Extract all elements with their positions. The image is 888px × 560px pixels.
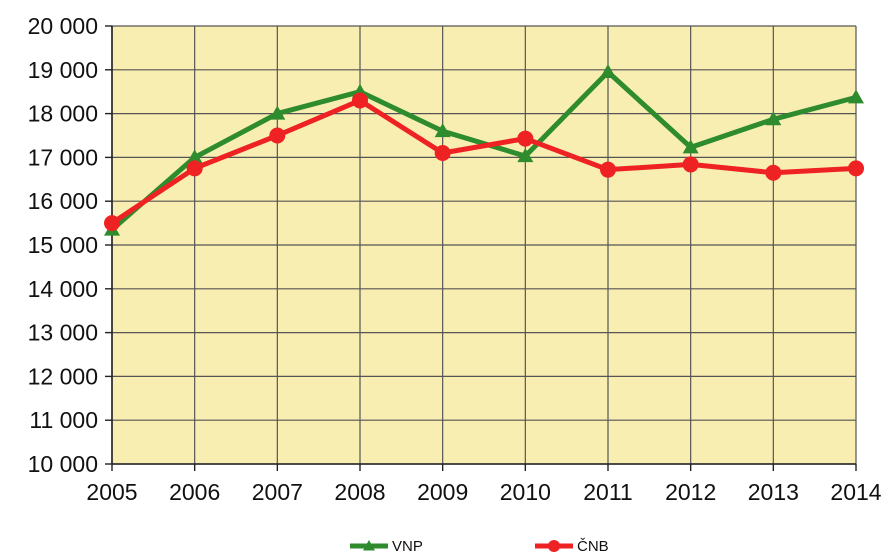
data-point-circle (682, 156, 699, 173)
y-tick-label: 13 000 (28, 320, 98, 346)
x-tick-label: 2014 (830, 479, 881, 505)
series--nb (104, 92, 864, 232)
x-tick-label: 2005 (86, 479, 137, 505)
data-point-triangle (269, 105, 286, 120)
series-group (104, 63, 864, 236)
legend-marker-circle (548, 540, 560, 552)
y-tick-label: 16 000 (28, 188, 98, 214)
data-point-triangle (848, 89, 864, 104)
data-point-triangle (186, 149, 203, 164)
series-line (109, 97, 859, 226)
y-tick-label: 19 000 (28, 57, 98, 83)
data-point-circle (352, 92, 368, 109)
x-tick-label: 2012 (665, 479, 716, 505)
x-tick-label: 2013 (748, 479, 799, 505)
legend: VNP ČNB (350, 538, 609, 555)
data-point-triangle (434, 123, 451, 138)
data-point-circle (186, 160, 203, 177)
x-tick-label: 2007 (252, 479, 303, 505)
y-tick-label: 18 000 (28, 101, 98, 127)
data-point-triangle (517, 148, 534, 163)
data-point-triangle (600, 63, 616, 78)
data-point-circle (600, 161, 616, 178)
y-tick-label: 14 000 (28, 276, 98, 302)
data-point-circle (848, 160, 864, 177)
y-tick-label: 20 000 (28, 13, 98, 39)
x-tick-label: 2009 (417, 479, 468, 505)
y-tick-label: 15 000 (28, 232, 98, 258)
x-tick-label: 2006 (169, 479, 220, 505)
x-tick-label: 2010 (500, 479, 551, 505)
grid-lines (111, 25, 857, 465)
legend-label: VNP (392, 538, 423, 555)
axes (105, 25, 857, 471)
y-tick-label: 10 000 (28, 451, 98, 477)
legend-marker-triangle (363, 540, 375, 551)
data-point-triangle (682, 139, 699, 154)
legend-label: ČNB (577, 538, 609, 555)
y-tick-label: 11 000 (29, 407, 98, 433)
x-axis-tick-labels: 2005 2006 2007 2008 2009 2010 2011 2012 2013 2014 (86, 479, 881, 505)
data-point-triangle (765, 111, 782, 126)
data-point-circle (434, 145, 451, 162)
y-tick-label: 17 000 (28, 144, 98, 170)
data-point-circle (765, 164, 782, 181)
x-tick-label: 2011 (583, 479, 632, 505)
x-tick-label: 2008 (334, 479, 385, 505)
data-point-circle (104, 215, 120, 232)
data-point-circle (269, 127, 286, 144)
y-axis-tick-labels: 10 000 11 000 12 000 13 000 14 000 15 000 16 0… (28, 13, 98, 477)
y-tick-label: 12 000 (28, 363, 98, 389)
data-point-circle (517, 130, 534, 147)
